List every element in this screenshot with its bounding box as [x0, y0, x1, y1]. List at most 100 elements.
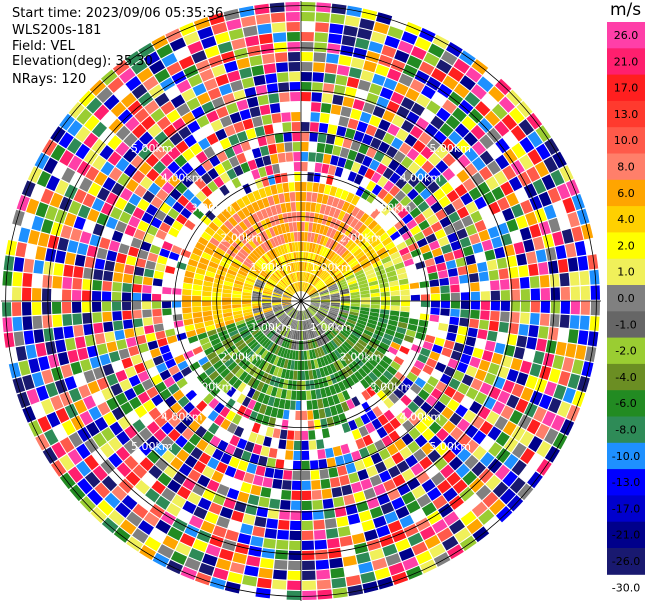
- range-gate: [261, 338, 270, 347]
- range-gate: [374, 461, 387, 474]
- range-gate: [128, 487, 144, 503]
- range-gate: [67, 466, 84, 483]
- range-gate: [443, 251, 455, 262]
- range-gate: [212, 567, 229, 581]
- range-gate: [456, 169, 470, 183]
- range-gate: [506, 218, 519, 233]
- range-gate: [488, 362, 500, 376]
- range-gate: [361, 389, 371, 401]
- range-gate: [193, 278, 204, 286]
- range-gate: [292, 460, 301, 470]
- range-gate: [399, 283, 410, 291]
- range-gate: [92, 223, 105, 237]
- range-gate: [378, 141, 390, 154]
- range-gate: [163, 376, 176, 388]
- range-gate: [325, 237, 333, 248]
- range-gate: [308, 142, 317, 152]
- range-gate: [205, 366, 216, 376]
- range-gate: [581, 361, 594, 378]
- range-gate: [195, 267, 206, 276]
- range-gate: [399, 246, 410, 256]
- range-gate: [407, 188, 419, 201]
- range-gate: [146, 450, 161, 464]
- range-gate: [383, 333, 394, 341]
- range-gate: [364, 375, 374, 386]
- range-gate: [314, 32, 328, 43]
- range-gate: [508, 322, 519, 335]
- range-gate: [139, 131, 154, 146]
- range-gate: [183, 31, 200, 46]
- range-label: 3.00km: [191, 201, 233, 214]
- range-gate: [226, 102, 239, 115]
- range-gate: [298, 262, 301, 272]
- range-gate: [325, 278, 334, 285]
- range-gate: [404, 134, 418, 147]
- range-gate: [381, 205, 392, 216]
- range-gate: [428, 43, 445, 58]
- range-gate: [434, 337, 445, 347]
- range-gate: [248, 271, 258, 279]
- range-gate: [124, 264, 135, 275]
- range-gate: [351, 331, 361, 339]
- range-gate: [262, 302, 272, 306]
- range-gate: [479, 206, 492, 219]
- range-gate: [447, 91, 464, 107]
- range-gate: [115, 220, 128, 233]
- range-gate: [279, 244, 286, 255]
- range-gate: [293, 320, 297, 330]
- range-gate: [273, 306, 282, 310]
- range-gate: [337, 157, 347, 168]
- range-gate: [330, 13, 346, 25]
- range-gate: [201, 101, 215, 114]
- range-gate: [204, 346, 215, 356]
- range-gate: [436, 59, 452, 74]
- range-gate: [247, 45, 261, 57]
- range-gate: [350, 57, 365, 69]
- range-gate: [371, 418, 383, 430]
- range-gate: [265, 283, 275, 289]
- range-gate: [263, 289, 273, 294]
- range-gate: [272, 478, 283, 489]
- range-gate: [273, 307, 283, 312]
- range-gate: [223, 8, 240, 21]
- range-gate: [322, 397, 330, 408]
- range-gate: [96, 212, 109, 226]
- range-gate: [407, 401, 420, 413]
- range-gate: [377, 492, 391, 506]
- range-gate: [368, 41, 384, 54]
- range-gate: [266, 251, 274, 261]
- range-gate: [310, 299, 320, 301]
- range-gate: [70, 361, 83, 375]
- range-gate: [304, 232, 308, 242]
- range-gate: [310, 293, 319, 298]
- range-gate: [515, 398, 529, 414]
- range-gate: [198, 356, 209, 366]
- range-gate: [358, 425, 369, 437]
- range-gate: [324, 205, 332, 216]
- range-gate: [281, 419, 289, 430]
- range-gate: [113, 272, 124, 283]
- range-gate: [306, 309, 313, 317]
- range-gate: [467, 263, 478, 274]
- range-gate: [417, 389, 430, 401]
- range-gate: [283, 265, 289, 275]
- range-gate: [311, 276, 318, 285]
- range-gate: [456, 228, 468, 240]
- range-gate: [33, 260, 45, 274]
- range-gate: [231, 227, 241, 238]
- range-gate: [199, 68, 215, 82]
- range-gate: [57, 351, 70, 366]
- range-gate: [290, 360, 295, 370]
- range-gate: [579, 315, 590, 330]
- range-gate: [177, 486, 191, 500]
- range-gate: [402, 377, 414, 389]
- range-gate: [384, 511, 399, 524]
- range-gate: [413, 448, 427, 462]
- range-gate: [117, 416, 132, 430]
- range-gate: [529, 224, 542, 238]
- range-gate: [442, 99, 457, 114]
- range-gate: [565, 242, 577, 258]
- range-gate: [62, 277, 73, 289]
- range-gate: [243, 311, 253, 317]
- range-gate: [312, 369, 318, 379]
